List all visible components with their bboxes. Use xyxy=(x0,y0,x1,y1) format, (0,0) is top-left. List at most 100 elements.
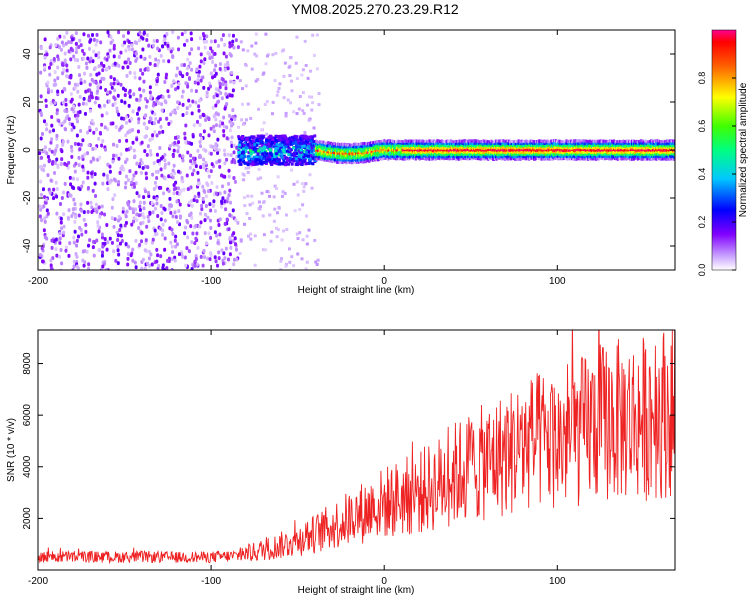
heatmap-cell xyxy=(147,194,151,199)
heatmap-cell xyxy=(155,152,159,157)
heatmap-cell xyxy=(85,249,89,254)
heatmap-cell xyxy=(145,38,149,43)
heatmap-cell xyxy=(311,135,315,139)
heatmap-cell xyxy=(178,153,182,158)
heatmap-cell xyxy=(148,54,152,59)
heatmap-cell xyxy=(217,88,221,93)
heatmap-cell xyxy=(221,121,225,126)
heatmap-cell xyxy=(143,266,147,270)
heatmap-cell xyxy=(220,96,224,101)
heatmap-cell xyxy=(301,68,305,72)
heatmap-cell xyxy=(272,140,276,144)
heatmap-cell xyxy=(82,56,86,61)
heatmap-cell xyxy=(94,95,98,100)
heatmap-cell xyxy=(97,51,101,56)
heatmap-cell xyxy=(290,148,294,152)
heatmap-cell xyxy=(138,87,142,92)
heatmap-cell xyxy=(190,88,194,93)
heatmap-cell xyxy=(89,108,93,113)
heatmap-cell xyxy=(137,106,141,111)
heatmap-cell xyxy=(269,151,273,155)
heatmap-cell xyxy=(231,39,235,44)
heatmap-cell xyxy=(74,50,78,55)
heatmap-cell xyxy=(223,42,227,47)
heatmap-cell xyxy=(288,56,292,60)
heatmap-cell xyxy=(102,103,106,108)
heatmap-cell xyxy=(84,61,88,66)
heatmap-cell xyxy=(214,63,218,68)
heatmap-cell xyxy=(191,231,195,236)
heatmap-cell xyxy=(201,196,205,201)
heatmap-cell xyxy=(216,99,220,104)
heatmap-cell xyxy=(249,139,253,143)
heatmap-cell xyxy=(137,117,141,122)
heatmap-cell xyxy=(202,157,206,162)
heatmap-cell xyxy=(302,144,306,148)
heatmap-cell xyxy=(189,31,193,36)
heatmap-cell xyxy=(293,209,297,213)
heatmap-cell xyxy=(160,108,164,113)
heatmap-cell xyxy=(77,163,81,168)
heatmap-cell xyxy=(141,36,145,41)
heatmap-cell xyxy=(165,32,169,37)
heatmap-cell xyxy=(225,217,229,222)
heatmap-cell xyxy=(107,99,111,104)
heatmap-cell xyxy=(305,103,309,107)
heatmap-cell xyxy=(163,165,167,170)
heatmap-cell xyxy=(285,228,289,232)
heatmap-cell xyxy=(42,204,46,209)
heatmap-cell xyxy=(284,114,288,118)
heatmap-cell xyxy=(299,148,303,152)
heatmap-cell xyxy=(202,129,206,134)
heatmap-cell xyxy=(148,61,152,66)
heatmap-cell xyxy=(104,267,108,270)
heatmap-cell xyxy=(106,127,110,132)
heatmap-cell xyxy=(269,144,273,148)
heatmap-cell xyxy=(306,154,310,158)
heatmap-cell xyxy=(87,143,91,148)
heatmap-cell xyxy=(124,48,128,53)
heatmap-cell xyxy=(209,208,213,213)
heatmap-cell xyxy=(123,93,127,98)
heatmap-cell xyxy=(144,104,148,109)
heatmap-cell xyxy=(142,215,146,220)
heatmap-cell xyxy=(113,193,117,198)
heatmap-cell xyxy=(131,258,135,263)
heatmap-cell xyxy=(120,164,124,169)
heatmap-cell xyxy=(176,105,180,110)
heatmap-cell xyxy=(132,181,136,186)
heatmap-cell xyxy=(154,116,158,121)
heatmap-cell xyxy=(132,199,136,204)
heatmap-cell xyxy=(39,46,43,51)
heatmap-cell xyxy=(170,257,174,262)
heatmap-cell xyxy=(217,250,221,255)
heatmap-cell xyxy=(38,252,42,257)
heatmap-cell xyxy=(142,121,146,126)
heatmap-cell xyxy=(156,46,160,51)
heatmap-cell xyxy=(139,170,143,175)
heatmap-cell xyxy=(305,148,309,152)
heatmap-cell xyxy=(112,249,116,254)
heatmap-cell xyxy=(265,139,269,143)
heatmap-cell xyxy=(75,133,79,138)
heatmap-cell xyxy=(155,259,159,264)
heatmap-cell xyxy=(116,237,120,242)
heatmap-cell xyxy=(228,119,232,124)
heatmap-cell xyxy=(312,53,316,57)
heatmap-cell xyxy=(50,245,54,250)
heatmap-cell xyxy=(262,233,266,237)
heatmap-cell xyxy=(43,55,47,60)
heatmap-cell xyxy=(241,150,245,154)
heatmap-cell xyxy=(91,188,95,193)
heatmap-cell xyxy=(281,140,285,144)
heatmap-cell xyxy=(253,52,257,56)
heatmap-cell xyxy=(171,250,175,255)
heatmap-cell xyxy=(268,139,272,143)
heatmap-cell xyxy=(257,167,261,171)
heatmap-cell xyxy=(213,209,217,214)
heatmap-cell xyxy=(43,65,47,70)
heatmap-cell xyxy=(274,187,278,191)
heatmap-cell xyxy=(292,151,296,155)
heatmap-cell xyxy=(151,237,155,242)
heatmap-cell xyxy=(298,141,302,145)
